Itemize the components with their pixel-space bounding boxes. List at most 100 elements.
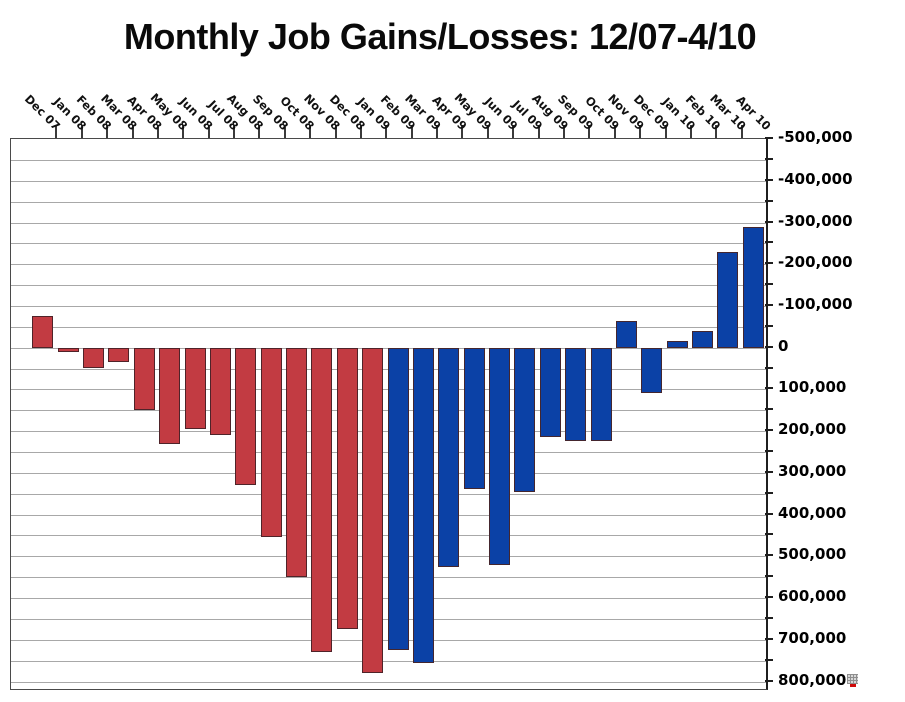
y-axis-tick <box>765 429 773 432</box>
y-axis-tick <box>765 220 773 223</box>
x-axis-tick <box>334 125 337 138</box>
y-axis-tick <box>765 616 773 619</box>
y-axis-label: 700,000 <box>778 628 847 647</box>
y-axis-tick <box>765 303 773 306</box>
y-axis-tick <box>765 324 773 327</box>
bar-mar-10 <box>717 251 739 348</box>
x-axis-tick <box>639 125 642 138</box>
x-axis-tick <box>410 125 413 138</box>
bar-apr-08 <box>133 347 155 411</box>
y-axis-tick <box>765 137 773 139</box>
x-axis-tick <box>537 125 540 138</box>
x-axis-tick <box>258 125 261 138</box>
bar-jan-09 <box>362 347 384 674</box>
y-axis-label: 500,000 <box>778 545 847 564</box>
y-axis-tick <box>765 408 773 411</box>
y-axis-label: 100,000 <box>778 378 847 397</box>
mini-spreadsheet-grid <box>847 674 858 684</box>
bar-jan-10 <box>666 341 688 348</box>
gridline <box>11 326 766 328</box>
bar-sep-09 <box>565 347 587 442</box>
x-axis-tick <box>131 125 134 138</box>
bar-apr-10 <box>742 226 764 348</box>
x-axis-tick <box>182 125 185 138</box>
bar-nov-08 <box>311 347 333 653</box>
x-axis-tick <box>309 125 312 138</box>
x-axis-tick <box>436 125 439 138</box>
y-axis-label: 800,000 <box>778 670 847 689</box>
y-axis-label: 0 <box>778 336 789 355</box>
gridline <box>11 243 766 245</box>
gridline <box>11 180 766 182</box>
y-axis-tick <box>765 262 773 265</box>
bar-sep-08 <box>260 347 282 538</box>
gridline <box>11 201 766 203</box>
y-axis-tick <box>765 512 773 515</box>
bar-feb-09 <box>387 347 409 651</box>
y-axis-tick <box>765 596 773 598</box>
y-axis-tick <box>765 637 773 640</box>
bar-oct-09 <box>590 347 612 442</box>
x-axis-tick <box>588 125 591 138</box>
gridline <box>11 660 766 662</box>
x-axis-tick <box>512 125 515 138</box>
bar-jun-09 <box>489 347 510 565</box>
y-axis-tick <box>765 241 773 244</box>
bar-mar-09 <box>412 347 434 663</box>
y-axis-tick <box>765 283 773 286</box>
mini-spreadsheet-redmark <box>850 684 856 687</box>
x-axis-tick <box>385 125 388 138</box>
x-axis-tick <box>613 125 616 138</box>
bar-feb-10 <box>692 331 714 348</box>
bar-jul-09 <box>514 347 536 492</box>
y-axis-label: -200,000 <box>778 253 853 272</box>
x-axis-tick <box>80 125 83 138</box>
bar-may-09 <box>463 347 485 490</box>
x-axis-tick <box>740 125 743 138</box>
y-axis-label: 400,000 <box>778 503 847 522</box>
x-axis-tick <box>664 125 667 138</box>
bar-oct-08 <box>286 347 307 578</box>
mini-spreadsheet-icon <box>847 674 858 687</box>
bar-feb-08 <box>82 347 104 369</box>
y-axis-tick <box>765 450 773 452</box>
y-axis-tick <box>765 554 773 557</box>
x-axis-tick <box>359 125 362 138</box>
chart-title: Monthly Job Gains/Losses: 12/07-4/10 <box>123 16 757 57</box>
y-axis-label: 300,000 <box>778 461 847 480</box>
y-axis-label: -300,000 <box>778 211 853 230</box>
x-axis-tick <box>156 125 159 138</box>
y-axis-label: 600,000 <box>778 587 847 605</box>
bar-jul-08 <box>209 347 231 436</box>
y-axis-tick <box>765 575 773 578</box>
gridline <box>11 681 766 683</box>
x-axis-tick <box>283 125 286 138</box>
bar-aug-08 <box>235 347 257 486</box>
x-axis-tick <box>689 125 692 138</box>
gridline <box>11 222 766 224</box>
plot-area: Dec 07 Jan 08 Feb 08 Mar 08 Apr 08 May 08 Jun … <box>10 90 774 690</box>
bar-nov-09 <box>615 320 637 348</box>
y-axis-label: -500,000 <box>778 128 853 146</box>
gridline <box>11 159 766 161</box>
x-axis-tick <box>207 125 210 138</box>
y-axis-tick <box>765 658 773 661</box>
y-axis-tick <box>765 491 773 494</box>
y-axis-tick <box>765 366 773 369</box>
bar-dec-07 <box>32 316 54 348</box>
bar-apr-09 <box>438 347 460 567</box>
gridline <box>11 285 766 287</box>
x-axis-tick <box>233 125 235 138</box>
x-axis-tick <box>486 125 489 138</box>
y-axis-tick <box>765 345 773 348</box>
y-axis-tick <box>765 157 773 160</box>
bar-jan-08 <box>57 347 79 352</box>
y-axis-label: -400,000 <box>778 169 853 188</box>
y-axis-tick <box>765 178 773 181</box>
x-axis-tick <box>715 125 718 138</box>
gridline <box>11 305 766 307</box>
bar-jun-08 <box>184 347 206 429</box>
y-axis-tick <box>765 679 773 682</box>
y-axis-tick <box>765 199 773 202</box>
bar-mar-08 <box>108 347 130 363</box>
